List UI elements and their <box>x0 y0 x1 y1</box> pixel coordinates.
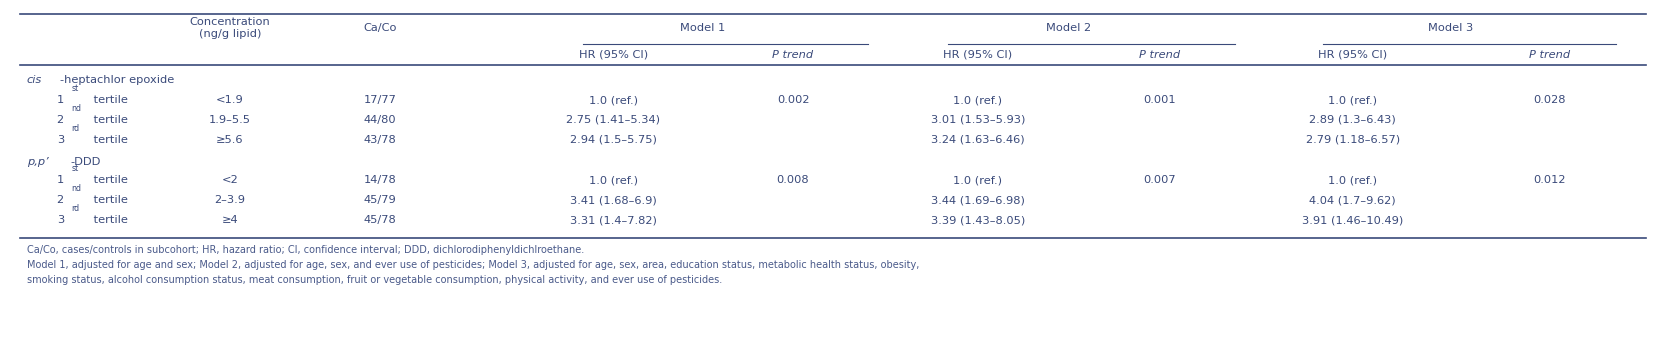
Text: st: st <box>72 164 78 173</box>
Text: 14/78: 14/78 <box>363 175 397 185</box>
Text: 3.41 (1.68–6.9): 3.41 (1.68–6.9) <box>570 195 656 205</box>
Text: 1.0 (ref.): 1.0 (ref.) <box>588 95 638 105</box>
Text: p,p’: p,p’ <box>27 157 48 167</box>
Text: 45/78: 45/78 <box>363 215 397 225</box>
Text: nd: nd <box>72 184 82 193</box>
Text: HR (95% CI): HR (95% CI) <box>578 50 648 60</box>
Text: 44/80: 44/80 <box>363 115 397 125</box>
Text: 2: 2 <box>57 115 63 125</box>
Text: 0.012: 0.012 <box>1533 175 1566 185</box>
Text: 0.002: 0.002 <box>776 95 810 105</box>
Text: 1.0 (ref.): 1.0 (ref.) <box>1328 95 1378 105</box>
Text: 0.007: 0.007 <box>1143 175 1176 185</box>
Text: 2.89 (1.3–6.43): 2.89 (1.3–6.43) <box>1309 115 1396 125</box>
Text: ≥5.6: ≥5.6 <box>217 135 243 145</box>
Text: 3.39 (1.43–8.05): 3.39 (1.43–8.05) <box>931 215 1025 225</box>
Text: 17/77: 17/77 <box>363 95 397 105</box>
Text: Model 3: Model 3 <box>1428 23 1474 33</box>
Text: 3: 3 <box>57 215 63 225</box>
Text: 2.79 (1.18–6.57): 2.79 (1.18–6.57) <box>1306 135 1399 145</box>
Text: Model 1, adjusted for age and sex; Model 2, adjusted for age, sex, and ever use : Model 1, adjusted for age and sex; Model… <box>27 260 920 270</box>
Text: 3: 3 <box>57 135 63 145</box>
Text: 1.9–5.5: 1.9–5.5 <box>208 115 252 125</box>
Text: 1: 1 <box>57 175 63 185</box>
Text: 1.0 (ref.): 1.0 (ref.) <box>953 175 1003 185</box>
Text: tertile: tertile <box>90 95 128 105</box>
Text: Model 2: Model 2 <box>1046 23 1091 33</box>
Text: tertile: tertile <box>90 215 128 225</box>
Text: Model 1: Model 1 <box>680 23 726 33</box>
Text: 1.0 (ref.): 1.0 (ref.) <box>588 175 638 185</box>
Text: 2: 2 <box>57 195 63 205</box>
Text: st: st <box>72 84 78 93</box>
Text: 0.001: 0.001 <box>1143 95 1176 105</box>
Text: -DDD: -DDD <box>70 157 100 167</box>
Text: rd: rd <box>72 204 80 213</box>
Text: P trend: P trend <box>1140 50 1180 60</box>
Text: 4.04 (1.7–9.62): 4.04 (1.7–9.62) <box>1309 195 1396 205</box>
Text: Ca/Co, cases/controls in subcohort; HR, hazard ratio; CI, confidence interval; D: Ca/Co, cases/controls in subcohort; HR, … <box>27 245 583 255</box>
Text: HR (95% CI): HR (95% CI) <box>1318 50 1388 60</box>
Text: 1.0 (ref.): 1.0 (ref.) <box>1328 175 1378 185</box>
Text: 2.94 (1.5–5.75): 2.94 (1.5–5.75) <box>570 135 656 145</box>
Text: ≥4: ≥4 <box>222 215 238 225</box>
Text: 3.24 (1.63–6.46): 3.24 (1.63–6.46) <box>931 135 1025 145</box>
Text: -heptachlor epoxide: -heptachlor epoxide <box>60 75 175 85</box>
Text: 0.028: 0.028 <box>1533 95 1566 105</box>
Text: 45/79: 45/79 <box>363 195 397 205</box>
Text: <1.9: <1.9 <box>217 95 243 105</box>
Text: smoking status, alcohol consumption status, meat consumption, fruit or vegetable: smoking status, alcohol consumption stat… <box>27 275 721 285</box>
Text: 3.31 (1.4–7.82): 3.31 (1.4–7.82) <box>570 215 656 225</box>
Text: Ca/Co: Ca/Co <box>363 23 397 33</box>
Text: <2: <2 <box>222 175 238 185</box>
Text: Concentration: Concentration <box>190 17 270 27</box>
Text: 3.91 (1.46–10.49): 3.91 (1.46–10.49) <box>1303 215 1403 225</box>
Text: tertile: tertile <box>90 175 128 185</box>
Text: P trend: P trend <box>1529 50 1569 60</box>
Text: tertile: tertile <box>90 135 128 145</box>
Text: 1.0 (ref.): 1.0 (ref.) <box>953 95 1003 105</box>
Text: (ng/g lipid): (ng/g lipid) <box>198 29 262 39</box>
Text: 1: 1 <box>57 95 63 105</box>
Text: HR (95% CI): HR (95% CI) <box>943 50 1013 60</box>
Text: 2–3.9: 2–3.9 <box>215 195 245 205</box>
Text: tertile: tertile <box>90 195 128 205</box>
Text: 3.01 (1.53–5.93): 3.01 (1.53–5.93) <box>931 115 1025 125</box>
Text: 43/78: 43/78 <box>363 135 397 145</box>
Text: 0.008: 0.008 <box>776 175 810 185</box>
Text: P trend: P trend <box>773 50 813 60</box>
Text: nd: nd <box>72 104 82 113</box>
Text: cis: cis <box>27 75 42 85</box>
Text: tertile: tertile <box>90 115 128 125</box>
Text: rd: rd <box>72 124 80 133</box>
Text: 2.75 (1.41–5.34): 2.75 (1.41–5.34) <box>566 115 660 125</box>
Text: 3.44 (1.69–6.98): 3.44 (1.69–6.98) <box>931 195 1025 205</box>
